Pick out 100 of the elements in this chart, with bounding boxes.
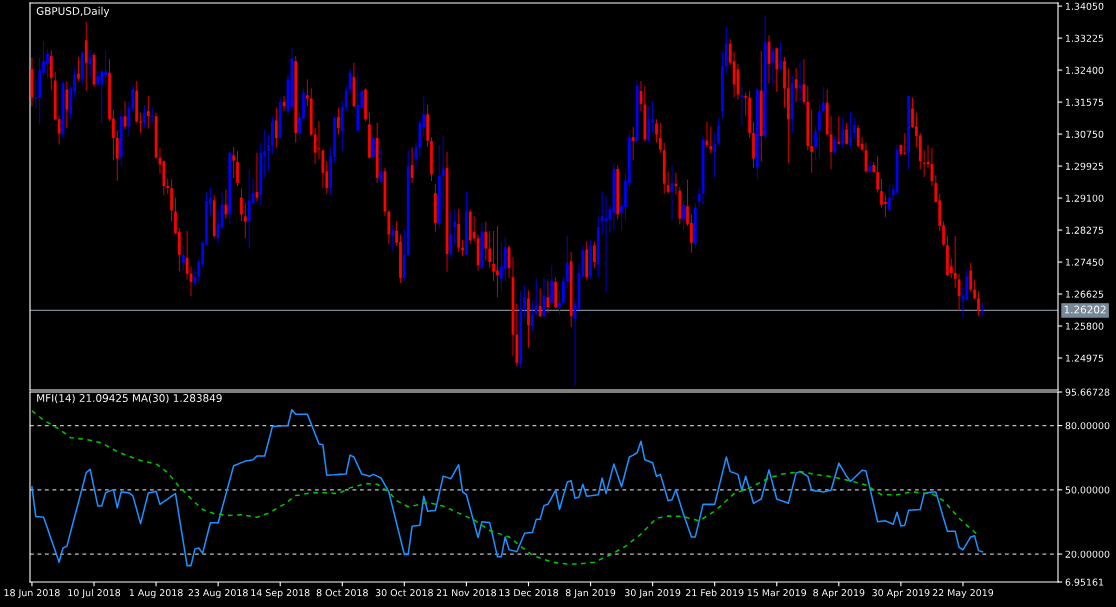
chart-title: GBPUSD,Daily bbox=[36, 6, 110, 17]
candlestick bbox=[503, 236, 507, 282]
y-tick-label: 1.33225 bbox=[1065, 34, 1104, 42]
candlestick bbox=[492, 230, 495, 282]
y-tick-label: 1.28275 bbox=[1065, 226, 1104, 234]
candlestick bbox=[841, 117, 845, 149]
candlestick bbox=[852, 116, 856, 140]
candlestick bbox=[717, 118, 720, 146]
candlestick bbox=[112, 109, 115, 161]
candlestick bbox=[880, 178, 883, 209]
candlestick bbox=[849, 111, 852, 149]
y-tick-label: 1.29100 bbox=[1065, 194, 1104, 202]
x-tick-label: 15 Mar 2019 bbox=[747, 589, 807, 597]
candlestick bbox=[818, 104, 821, 159]
x-tick-label: 30 Oct 2018 bbox=[375, 589, 433, 597]
candlestick bbox=[306, 78, 309, 107]
candlestick bbox=[558, 289, 561, 315]
y-tick-label: 1.24975 bbox=[1065, 354, 1104, 362]
x-tick-label: 8 Jan 2019 bbox=[565, 589, 616, 599]
candlestick bbox=[240, 187, 243, 222]
candlestick bbox=[166, 178, 170, 195]
y-tick-label: 1.31575 bbox=[1065, 98, 1104, 106]
x-tick-label: 8 Apr 2019 bbox=[813, 589, 865, 599]
candlestick bbox=[65, 80, 69, 129]
candlestick bbox=[391, 224, 395, 251]
candlestick bbox=[868, 160, 872, 174]
y-tick-label: 80.00000 bbox=[1065, 422, 1110, 430]
candlestick bbox=[779, 42, 782, 71]
x-tick-label: 21 Feb 2019 bbox=[685, 588, 744, 597]
candlestick bbox=[903, 132, 907, 156]
candlestick bbox=[724, 26, 728, 75]
x-tick-label: 1 Aug 2018 bbox=[129, 589, 183, 599]
candlestick bbox=[647, 106, 651, 144]
x-tick-label: 18 Jun 2018 bbox=[4, 589, 60, 599]
candlestick bbox=[969, 262, 973, 292]
candlestick bbox=[794, 67, 798, 103]
candlestick bbox=[46, 49, 49, 80]
candlestick bbox=[837, 115, 841, 145]
candlestick bbox=[814, 125, 817, 161]
candlestick bbox=[100, 68, 104, 125]
y-tick-label: 1.29925 bbox=[1065, 162, 1104, 170]
candlestick bbox=[484, 221, 488, 261]
candlestick bbox=[170, 179, 173, 222]
candlestick bbox=[709, 125, 713, 155]
x-tick-label: 23 Aug 2018 bbox=[188, 589, 248, 599]
candlestick bbox=[84, 21, 88, 92]
candlestick bbox=[631, 126, 635, 161]
candlestick bbox=[562, 276, 565, 306]
candlestick bbox=[143, 104, 146, 129]
candlestick bbox=[744, 92, 748, 117]
candlestick bbox=[534, 278, 538, 315]
candlestick bbox=[845, 122, 848, 145]
y-tick-label: 1.27450 bbox=[1065, 258, 1104, 266]
candlestick bbox=[150, 106, 154, 125]
candlestick bbox=[488, 230, 492, 269]
candlestick bbox=[232, 146, 236, 179]
candlestick bbox=[856, 124, 860, 149]
candlestick bbox=[236, 150, 239, 187]
candlestick bbox=[115, 130, 119, 182]
candlestick bbox=[977, 290, 980, 317]
x-tick-label: 10 Jul 2018 bbox=[68, 588, 121, 599]
candlestick bbox=[457, 208, 461, 253]
candlestick bbox=[104, 49, 107, 85]
candlestick bbox=[247, 168, 251, 249]
x-tick-label: 14 Sep 2018 bbox=[251, 589, 310, 599]
candlestick bbox=[682, 199, 686, 232]
ref-line-label: 1.26202 bbox=[1064, 305, 1106, 314]
candlestick bbox=[181, 244, 185, 271]
candlestick bbox=[876, 155, 879, 194]
candlestick bbox=[740, 85, 744, 127]
candlestick bbox=[243, 202, 247, 239]
x-tick-label: 30 Jan 2019 bbox=[625, 589, 681, 599]
y-tick-label: 6.95161 bbox=[1065, 578, 1104, 586]
candlestick bbox=[973, 279, 976, 301]
candlestick bbox=[496, 225, 499, 298]
x-tick-label: 22 May 2019 bbox=[932, 589, 994, 599]
y-tick-label: 1.32400 bbox=[1065, 66, 1104, 74]
candlestick bbox=[922, 149, 926, 178]
candlestick bbox=[139, 112, 142, 134]
candlestick bbox=[317, 120, 321, 160]
y-tick-label: 1.25800 bbox=[1065, 322, 1104, 330]
y-tick-label: 1.26625 bbox=[1065, 290, 1104, 298]
candlestick bbox=[77, 56, 80, 82]
candlestick bbox=[821, 86, 825, 114]
y-tick-label: 20.00000 bbox=[1065, 550, 1110, 558]
candlestick bbox=[523, 284, 526, 318]
candlestick bbox=[337, 107, 340, 135]
y-tick-label: 1.34050 bbox=[1065, 2, 1104, 10]
x-tick-label: 8 Oct 2018 bbox=[316, 589, 368, 597]
candlestick bbox=[146, 95, 150, 130]
candlestick bbox=[659, 122, 662, 154]
candlestick bbox=[775, 47, 779, 93]
x-tick-label: 21 Nov 2018 bbox=[436, 589, 497, 597]
candlestick bbox=[531, 300, 534, 333]
candlestick bbox=[655, 118, 658, 144]
candlestick bbox=[565, 235, 569, 289]
candlestick bbox=[550, 264, 554, 306]
y-tick-label: 50.00000 bbox=[1065, 486, 1110, 494]
candlestick bbox=[884, 194, 887, 218]
candlestick bbox=[274, 107, 278, 149]
